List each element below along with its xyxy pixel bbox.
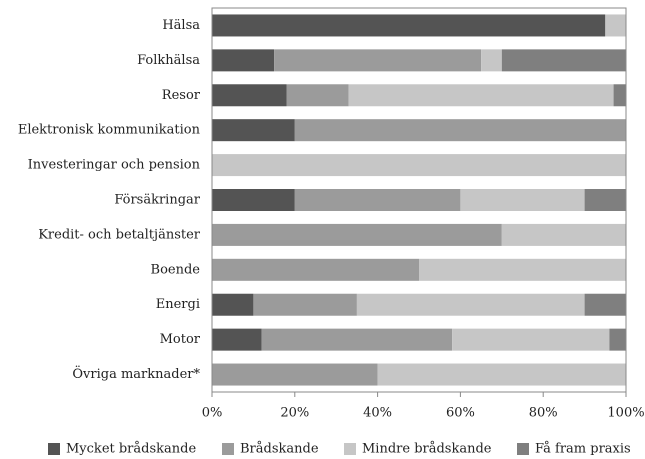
legend-label: Mycket brådskande — [66, 441, 196, 457]
bar-segment — [605, 14, 626, 37]
x-tick-label: 0% — [202, 406, 223, 421]
bar-segment — [212, 49, 275, 72]
bar-segment — [584, 189, 626, 211]
bar-segment — [286, 84, 349, 107]
bar-segment — [501, 49, 626, 72]
y-tick-label: Investeringar och pension — [28, 158, 201, 173]
x-tick-label: 20% — [280, 406, 309, 421]
bar-segment — [212, 258, 419, 281]
bar-segment — [377, 363, 626, 386]
legend-swatch — [48, 443, 60, 455]
bar-segment — [261, 328, 453, 351]
x-tick-label: 100% — [607, 406, 644, 421]
bar-segment — [212, 293, 254, 316]
bar-segment — [609, 328, 626, 351]
plot-frame — [211, 7, 627, 393]
bar-segment — [348, 84, 614, 107]
y-tick-label: Resor — [162, 88, 201, 103]
bar-segment — [584, 293, 626, 316]
legend-label: Få fram praxis — [535, 441, 631, 457]
y-tick-label: Försäkringar — [114, 193, 200, 208]
bar-segment — [212, 363, 378, 386]
bar-segment — [419, 258, 626, 281]
bar-segment — [481, 49, 502, 72]
bar-segment — [274, 49, 482, 72]
bar-segment — [452, 328, 610, 351]
y-tick-label: Boende — [151, 262, 201, 277]
x-tick-label: 40% — [363, 406, 392, 421]
bar-segment — [212, 119, 295, 142]
x-tick-label: 80% — [529, 406, 558, 421]
bar-segment — [212, 84, 287, 107]
y-tick-label: Folkhälsa — [137, 53, 200, 68]
bar-segment — [253, 293, 357, 316]
legend-swatch — [222, 443, 234, 455]
y-tick-label: Hälsa — [162, 18, 200, 33]
bar-segment — [212, 223, 502, 246]
bar-segment — [613, 84, 626, 107]
legend-swatch — [344, 443, 356, 455]
y-tick-label: Kredit- och betaltjänster — [38, 227, 201, 242]
y-tick-label: Motor — [160, 332, 201, 347]
legend-label: Brådskande — [240, 441, 319, 457]
legend-label: Mindre brådskande — [362, 441, 492, 457]
y-tick-label: Elektronisk kommunikation — [18, 123, 201, 138]
y-tick-label: Övriga marknader* — [72, 365, 200, 382]
bar-segment — [460, 189, 585, 211]
bar-segment — [212, 328, 262, 351]
bar-segment — [212, 14, 606, 37]
bar-segment — [294, 119, 626, 142]
x-tick-label: 60% — [446, 406, 475, 421]
bar-segment — [212, 189, 295, 211]
y-tick-label: Energi — [156, 297, 200, 312]
legend-swatch — [517, 443, 529, 455]
bar-segment — [294, 189, 461, 211]
bar-segment — [212, 154, 626, 177]
bar-segment — [356, 293, 585, 316]
bar-segment — [501, 223, 626, 246]
